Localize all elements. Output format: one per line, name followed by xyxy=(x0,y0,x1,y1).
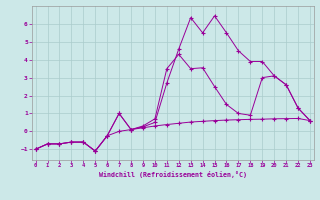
X-axis label: Windchill (Refroidissement éolien,°C): Windchill (Refroidissement éolien,°C) xyxy=(99,171,247,178)
